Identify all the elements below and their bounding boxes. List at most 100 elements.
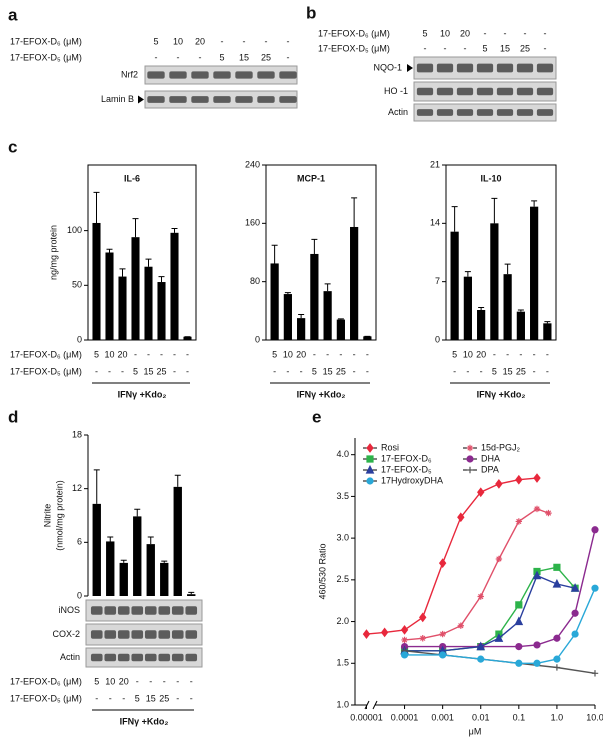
lane-label: 15	[503, 366, 513, 376]
blot-background	[85, 599, 203, 622]
blot-band	[496, 109, 514, 116]
lane-label: 10	[463, 349, 473, 359]
plot-frame	[265, 164, 377, 341]
data-point	[495, 479, 503, 489]
lane-label: 15	[239, 52, 249, 62]
legend-label: 15d-PGJ₂	[481, 442, 521, 452]
blot-label: Nrf2	[121, 69, 138, 79]
legend-marker	[466, 466, 474, 474]
lane-label: -	[326, 349, 329, 359]
lane-label: 15	[323, 366, 333, 376]
error-bar	[119, 268, 126, 277]
bar	[463, 276, 472, 340]
blot-band	[516, 109, 534, 116]
lane-label: -	[366, 366, 369, 376]
legend-marker	[365, 464, 375, 474]
x-tick-label: 1.0	[551, 712, 564, 722]
blot-band	[456, 63, 474, 73]
data-point	[515, 518, 523, 525]
bar	[187, 594, 196, 596]
legend-label: 17HydroxyDHA	[381, 475, 443, 485]
data-point	[591, 670, 599, 677]
data-point	[457, 622, 465, 629]
axis-break	[364, 700, 378, 710]
lane-label: -	[286, 366, 289, 376]
blot-band	[191, 96, 209, 103]
blot-band	[185, 630, 198, 639]
y-axis-label: ng/mg protein	[48, 225, 58, 280]
y-tick-label: 3.5	[336, 491, 349, 501]
lane-label: 10	[283, 349, 293, 359]
lane-label: -	[466, 366, 469, 376]
data-point	[514, 616, 524, 626]
error-bar	[351, 197, 358, 227]
x-tick-label: 0.01	[472, 712, 490, 722]
lane-label: -	[134, 349, 137, 359]
y-tick-label: 80	[250, 276, 260, 286]
data-point	[570, 583, 580, 592]
lane-label: 5	[135, 693, 140, 703]
blot-band	[416, 109, 434, 116]
bar	[310, 253, 319, 340]
lane-label: 5	[482, 43, 487, 53]
lane-label: -	[424, 43, 427, 53]
bar	[183, 336, 192, 340]
lane-label: 20	[117, 349, 127, 359]
blot-band	[131, 630, 144, 639]
x-tick-label: 0.0001	[391, 712, 419, 722]
y-tick-label: 7	[435, 276, 440, 286]
lane-label: -	[177, 52, 180, 62]
blot-band	[536, 109, 554, 116]
data-point	[400, 625, 409, 635]
y-tick-label: 4.0	[336, 449, 349, 459]
arrowhead	[407, 64, 413, 72]
y-tick-label: 21	[430, 159, 440, 169]
error-bar	[132, 218, 139, 238]
lane-label: 5	[133, 366, 138, 376]
legend-label: 17-EFOX-D₆	[381, 453, 432, 463]
error-bar	[337, 318, 344, 320]
series-line	[404, 566, 576, 652]
data-point	[571, 609, 579, 617]
lane-label: -	[480, 366, 483, 376]
bar	[297, 318, 306, 340]
y-axis-label: Nitrite	[42, 504, 52, 528]
blot-band	[169, 71, 187, 79]
error-bar	[504, 263, 511, 275]
series-line	[404, 587, 596, 664]
bar	[490, 223, 499, 340]
lane-label: -	[199, 52, 202, 62]
treatment-label: IFNγ +Kdo₂	[477, 389, 526, 399]
bar	[92, 503, 101, 596]
blot-band	[144, 653, 157, 662]
bar	[530, 206, 539, 340]
lane-label: 25	[520, 43, 530, 53]
blot-band	[117, 630, 130, 639]
lane-label: -	[524, 28, 527, 38]
lane-label: 5	[272, 349, 277, 359]
legend-marker	[466, 444, 474, 452]
error-bar	[311, 238, 318, 254]
blot-band	[90, 653, 103, 662]
blot-label: COX-2	[52, 629, 80, 639]
lane-label: -	[339, 349, 342, 359]
row-label: 17-EFOX-D₅ (μM)	[10, 693, 82, 703]
error-bar	[93, 469, 100, 504]
blot-background	[85, 647, 203, 668]
data-point	[515, 643, 523, 651]
error-bar	[188, 591, 195, 595]
blot-band	[476, 87, 494, 96]
lane-label: -	[95, 366, 98, 376]
data-point	[532, 570, 542, 580]
data-point	[439, 630, 446, 638]
blot-band	[516, 87, 534, 96]
bar	[157, 282, 166, 340]
y-tick-label: 0	[77, 334, 82, 344]
error-bar	[324, 283, 331, 292]
blot-band	[416, 87, 434, 96]
blot-label: Lamin B	[101, 94, 134, 104]
error-bar	[284, 292, 291, 295]
lane-label: -	[353, 366, 356, 376]
lane-label: -	[453, 366, 456, 376]
legend-label: DHA	[481, 453, 500, 463]
